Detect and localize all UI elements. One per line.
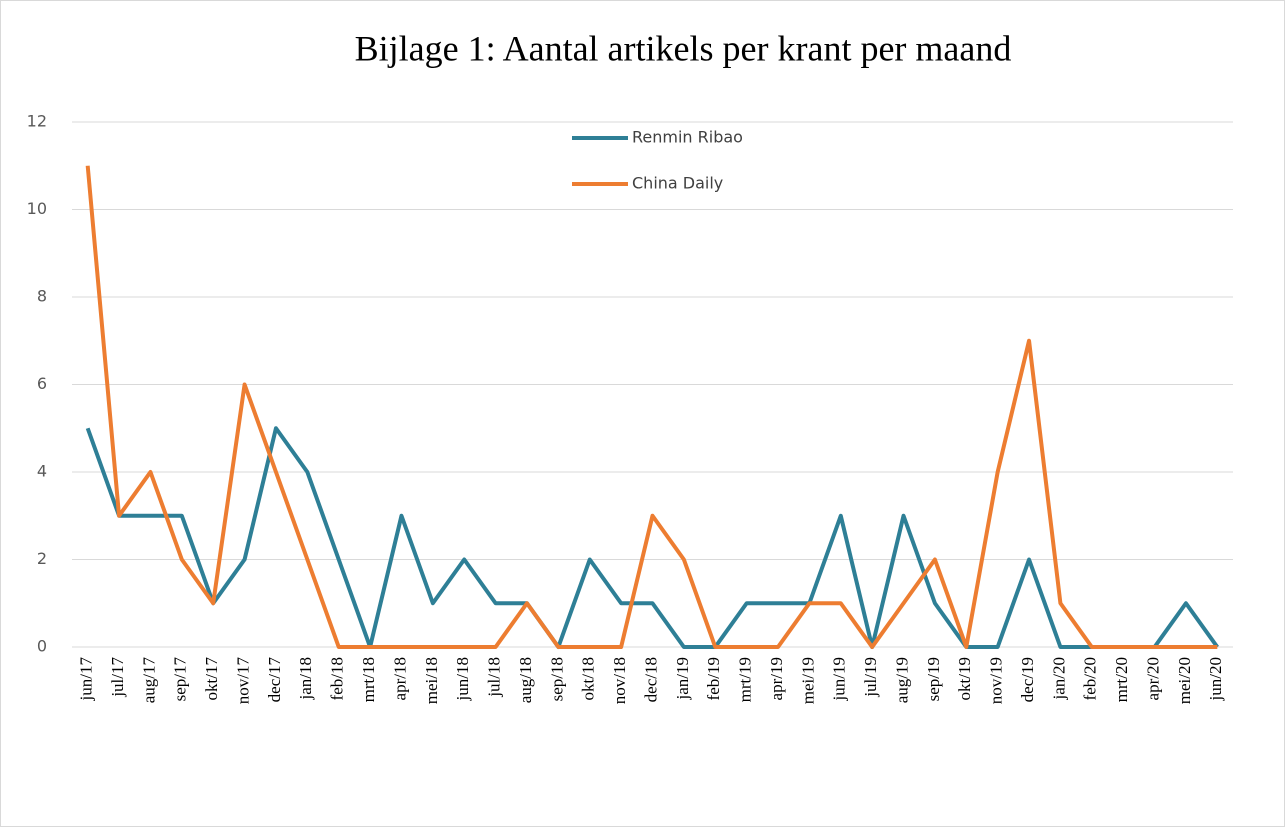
x-tick-label: jan/20 — [1049, 657, 1068, 701]
line-series — [85, 426, 1219, 649]
x-tick-label: jul/18 — [485, 657, 504, 698]
x-tick-label: jul/19 — [861, 657, 880, 698]
x-tick-label: sep/18 — [547, 657, 566, 701]
x-tick-label: mrt/19 — [736, 657, 755, 702]
x-tick-label: okt/19 — [955, 657, 974, 700]
x-tick-label: nov/17 — [233, 657, 252, 705]
x-tick-label: mei/20 — [1175, 657, 1194, 704]
x-tick-label: jun/19 — [830, 657, 849, 701]
x-tick-label: nov/19 — [987, 657, 1006, 704]
x-tick-label: feb/19 — [704, 657, 723, 700]
x-tick-label: dec/17 — [265, 657, 284, 703]
x-tick-label: mei/19 — [798, 657, 817, 704]
x-tick-label: sep/19 — [924, 657, 943, 701]
y-tick-label: 8 — [37, 287, 47, 306]
x-tick-label: nov/18 — [610, 657, 629, 704]
y-tick-label: 10 — [27, 199, 47, 218]
x-tick-label: aug/19 — [892, 657, 911, 703]
x-tick-label: jan/19 — [673, 657, 692, 701]
y-tick-label: 6 — [37, 374, 47, 393]
x-tick-label: apr/20 — [1143, 657, 1162, 700]
x-tick-label: mei/18 — [422, 657, 441, 704]
x-tick-label: okt/17 — [202, 657, 221, 701]
x-tick-label: jun/17 — [77, 657, 96, 702]
x-tick-label: dec/18 — [641, 657, 660, 702]
x-tick-label: jun/20 — [1206, 657, 1225, 701]
x-tick-label: feb/20 — [1081, 657, 1100, 700]
x-tick-label: apr/18 — [390, 657, 409, 700]
y-tick-label: 0 — [37, 637, 47, 656]
x-tick-label: aug/18 — [516, 657, 535, 703]
x-tick-label: mrt/20 — [1112, 657, 1131, 702]
x-tick-label: sep/17 — [171, 657, 190, 702]
x-tick-label: okt/18 — [579, 657, 598, 700]
x-tick-label: jun/18 — [453, 657, 472, 701]
x-tick-label: feb/18 — [328, 657, 347, 700]
legend-label: China Daily — [632, 174, 723, 193]
chart-title: Bijlage 1: Aantal artikels per krant per… — [355, 28, 1012, 68]
legend-label: Renmin Ribao — [632, 128, 743, 147]
y-tick-label: 12 — [27, 112, 47, 131]
x-tick-label: apr/19 — [767, 657, 786, 700]
line-series — [85, 165, 1218, 649]
x-tick-label: jan/18 — [296, 657, 315, 701]
x-tick-label: mrt/18 — [359, 657, 378, 702]
x-tick-label: jul/17 — [108, 657, 127, 698]
y-tick-label: 4 — [37, 462, 47, 481]
x-tick-label: dec/19 — [1018, 657, 1037, 702]
y-tick-label: 2 — [37, 549, 47, 568]
x-tick-label: aug/17 — [139, 657, 158, 704]
